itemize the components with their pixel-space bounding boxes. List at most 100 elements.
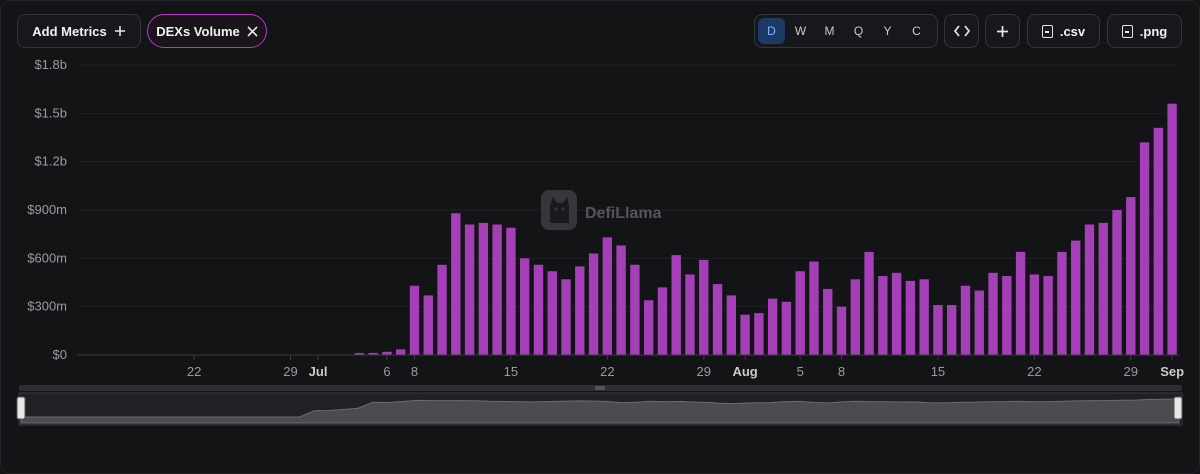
plus-icon — [997, 25, 1008, 37]
bar[interactable] — [492, 224, 502, 356]
watermark: DefiLlama — [541, 190, 662, 230]
metric-chip-label: DEXs Volume — [156, 23, 240, 39]
bar[interactable] — [740, 314, 750, 355]
embed-button[interactable] — [944, 14, 979, 48]
bar[interactable] — [1139, 142, 1150, 355]
bar[interactable] — [1029, 274, 1040, 355]
bar[interactable] — [905, 280, 916, 355]
bar[interactable] — [726, 295, 736, 355]
bar[interactable] — [1126, 197, 1136, 355]
x-tick-label: 22 — [600, 364, 614, 379]
x-axis: 22 29 Jul 6 8 15 22 29 Aug 5 8 15 22 29 Sep — [187, 355, 1184, 379]
bar[interactable] — [630, 264, 640, 355]
bar[interactable] — [712, 284, 723, 355]
period-m[interactable]: M — [824, 24, 835, 38]
plus-icon — [114, 26, 125, 36]
bar[interactable] — [947, 305, 957, 355]
bar[interactable] — [547, 271, 557, 355]
bar[interactable] — [616, 245, 626, 355]
y-tick-label: $0 — [53, 347, 67, 362]
add-metrics-label: Add Metrics — [32, 23, 107, 39]
code-icon — [953, 25, 970, 37]
bar[interactable] — [409, 285, 420, 355]
x-tick-label: 8 — [838, 364, 845, 379]
close-icon[interactable] — [247, 25, 258, 37]
bar[interactable] — [919, 279, 929, 355]
bar[interactable] — [575, 266, 585, 355]
bar[interactable] — [864, 251, 874, 355]
bar[interactable] — [396, 349, 406, 355]
bar[interactable] — [809, 261, 819, 355]
file-icon — [1041, 24, 1053, 38]
period-selector: D W M Q Y C — [754, 14, 938, 48]
x-tick-label: 8 — [411, 364, 418, 379]
bar[interactable] — [781, 301, 792, 355]
bar[interactable] — [767, 298, 778, 355]
bar[interactable] — [933, 305, 943, 355]
bar[interactable] — [1043, 276, 1053, 355]
x-tick-label: 5 — [797, 364, 804, 379]
grid-lines — [77, 64, 1179, 308]
bar[interactable] — [1167, 103, 1177, 355]
bar[interactable] — [533, 264, 544, 355]
period-d[interactable]: D — [758, 18, 785, 44]
bar[interactable] — [354, 353, 365, 355]
bar[interactable] — [1071, 240, 1081, 355]
bar[interactable] — [506, 227, 516, 355]
bar[interactable] — [671, 255, 681, 355]
bar[interactable] — [382, 351, 392, 355]
bar[interactable] — [836, 306, 847, 355]
bar[interactable] — [960, 285, 971, 355]
bar[interactable] — [685, 274, 695, 355]
bar[interactable] — [368, 352, 378, 355]
bar[interactable] — [878, 276, 888, 355]
bar[interactable] — [754, 313, 764, 355]
bar[interactable] — [1057, 251, 1067, 355]
bar[interactable] — [1002, 276, 1012, 355]
x-tick-label: Aug — [732, 364, 757, 379]
bar[interactable] — [1015, 251, 1026, 355]
bar[interactable] — [451, 213, 461, 355]
bar[interactable] — [657, 287, 668, 355]
period-y[interactable]: Y — [883, 24, 892, 38]
bar[interactable] — [423, 295, 433, 355]
bar[interactable] — [520, 258, 530, 355]
period-w[interactable]: W — [794, 24, 807, 38]
period-c[interactable]: C — [912, 24, 921, 38]
bar[interactable] — [1098, 222, 1108, 355]
bar[interactable] — [974, 290, 984, 355]
download-png-button[interactable]: .png — [1107, 14, 1182, 48]
bar[interactable] — [1084, 224, 1095, 356]
bar[interactable] — [1112, 210, 1122, 355]
csv-label: .csv — [1059, 23, 1086, 39]
bar[interactable] — [1153, 127, 1164, 355]
bar[interactable] — [795, 271, 805, 355]
slider-handle-right[interactable] — [1173, 396, 1183, 420]
watermark-text: DefiLlama — [585, 205, 662, 222]
png-label: .png — [1139, 23, 1168, 39]
bar[interactable] — [464, 224, 475, 356]
download-csv-button[interactable]: .csv — [1027, 14, 1100, 48]
add-metrics-button[interactable]: Add Metrics — [17, 14, 141, 48]
bar[interactable] — [823, 288, 833, 355]
x-tick-label: 6 — [383, 364, 390, 379]
slider-handle-left[interactable] — [16, 396, 26, 420]
y-tick-label: $1.5b — [34, 105, 67, 120]
x-tick-label: 29 — [697, 364, 711, 379]
add-button[interactable] — [985, 14, 1020, 48]
bar[interactable] — [478, 222, 489, 355]
bar[interactable] — [643, 300, 654, 355]
bar[interactable] — [699, 259, 709, 355]
bar[interactable] — [850, 279, 860, 355]
bar[interactable] — [602, 237, 613, 355]
bar[interactable] — [988, 272, 998, 355]
bar[interactable] — [891, 272, 902, 355]
bar[interactable] — [561, 279, 571, 355]
slider-grip-icon[interactable] — [595, 386, 605, 390]
bar[interactable] — [588, 253, 599, 356]
metric-chip-dexs-volume[interactable]: DEXs Volume — [147, 14, 267, 48]
bar[interactable] — [437, 264, 447, 355]
period-q[interactable]: Q — [853, 24, 864, 38]
